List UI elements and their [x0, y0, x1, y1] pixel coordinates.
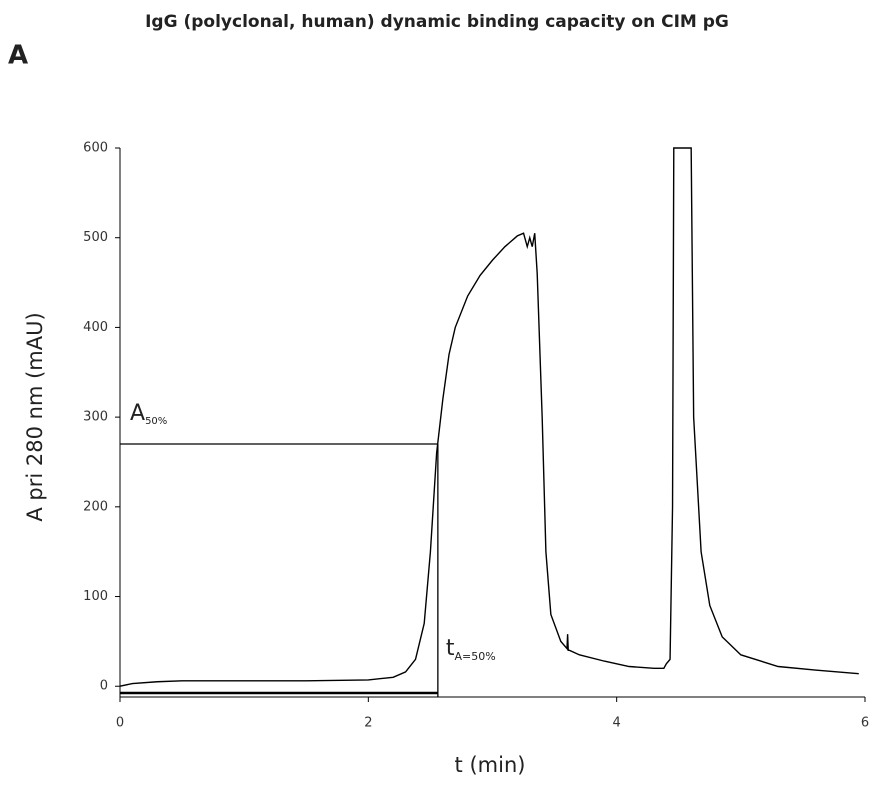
a50-label: A50% [130, 401, 167, 427]
a50-sub: 50% [145, 416, 167, 427]
y-tick-label: 0 [100, 679, 108, 694]
a50-text: A [130, 401, 145, 426]
x-axis-label: t (min) [455, 753, 526, 777]
y-axis-label: A pri 280 nm (mAU) [23, 312, 47, 521]
t50-label: tA=50% [446, 636, 496, 663]
x-tick-label: 6 [861, 716, 869, 731]
t50-sub: A=50% [455, 650, 496, 663]
t50-text: t [446, 636, 455, 661]
chart-title: IgG (polyclonal, human) dynamic binding … [145, 12, 729, 32]
y-tick-label: 100 [83, 589, 108, 604]
y-tick-label: 200 [83, 499, 108, 514]
y-tick-label: 400 [83, 320, 108, 335]
y-tick-label: 300 [83, 410, 108, 425]
y-tick-label: 600 [83, 141, 108, 156]
data-line [119, 147, 859, 687]
y-tick-label: 500 [83, 230, 108, 245]
x-tick-label: 4 [613, 716, 621, 731]
x-tick-label: 0 [116, 716, 124, 731]
panel-label: A [8, 41, 28, 71]
x-tick-label: 2 [364, 716, 372, 731]
